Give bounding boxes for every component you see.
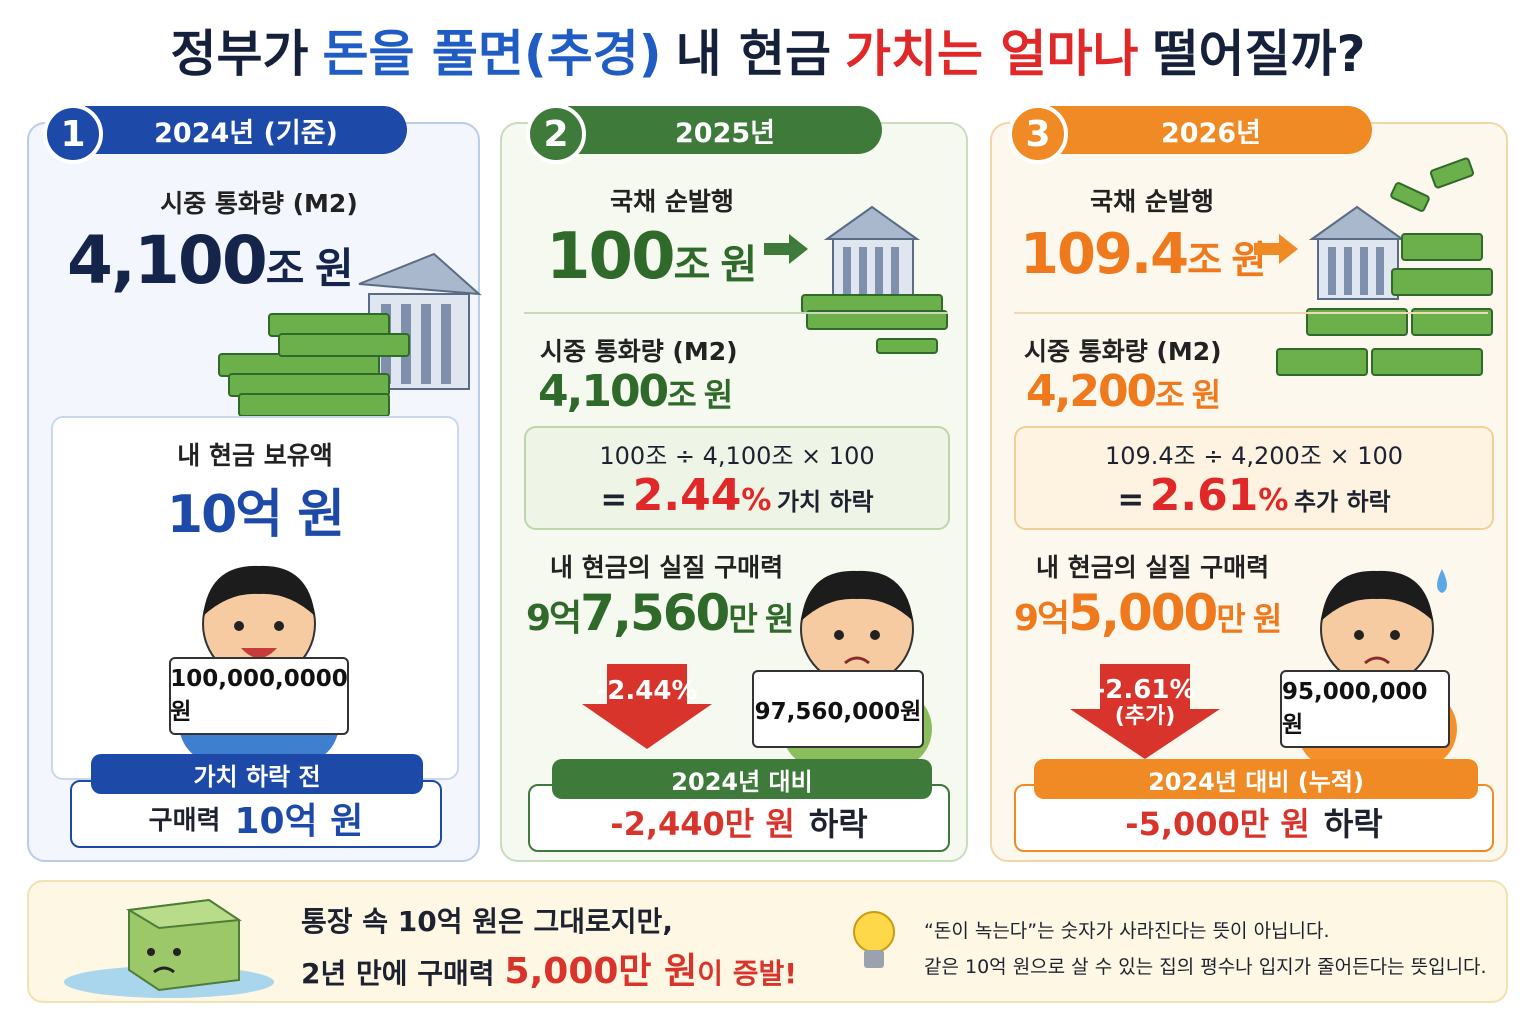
power-man: 7,560 bbox=[580, 584, 730, 642]
result-label: 구매력 bbox=[148, 805, 221, 836]
result-note: 하락 bbox=[808, 805, 868, 843]
footer-line1: 통장 속 10억 원은 그대로지만, bbox=[301, 905, 673, 938]
sign: 100,000,0000원 bbox=[169, 657, 349, 735]
m2-unit: 조 원 bbox=[265, 244, 354, 293]
formula-box bbox=[1014, 426, 1494, 530]
down-arrow bbox=[582, 664, 712, 749]
step-badge: 2 bbox=[526, 104, 586, 164]
tip-line1: “돈이 녹는다”는 숫자가 사라진다는 뜻이 아닙니다. bbox=[924, 920, 1330, 942]
rate: 2.61 bbox=[1149, 470, 1259, 521]
power-label: 내 현금의 실질 구매력 bbox=[1036, 553, 1270, 582]
footer-amount: 5,000만 원 bbox=[504, 951, 698, 992]
m2-label: 시중 통화량 (M2) bbox=[540, 337, 738, 366]
formula-box bbox=[524, 426, 950, 530]
issue-amount: 100조 원 bbox=[546, 220, 758, 294]
equals: = bbox=[1117, 480, 1145, 518]
power-amount: 9억5,000만 원 bbox=[1014, 584, 1282, 642]
banner: 2024년 대비 bbox=[552, 759, 932, 799]
bank-money-illustration bbox=[1276, 157, 1493, 376]
title-part: 정부가 bbox=[170, 25, 309, 83]
year-pill: 2025년 bbox=[568, 106, 882, 154]
tip-line2: 같은 10억 원으로 살 수 있는 집의 평수나 입지가 줄어든다는 뜻입니다. bbox=[924, 956, 1487, 978]
issue-value: 100 bbox=[546, 220, 676, 294]
power-label: 내 현금의 실질 구매력 bbox=[550, 553, 784, 582]
equals: = bbox=[600, 480, 628, 518]
rate: 2.44 bbox=[632, 470, 742, 521]
formula-result: = 2.61% 추가 하락 bbox=[1014, 470, 1494, 521]
sign: 97,560,000원 bbox=[752, 670, 924, 748]
step-badge: 1 bbox=[43, 104, 103, 164]
issue-unit: 조 원 bbox=[1187, 238, 1266, 282]
panel-2024: 1 2024년 (기준) 시중 통화량 (M2) 4,100조 원 내 현금 보… bbox=[27, 104, 482, 862]
result-note: 하락 bbox=[1323, 805, 1383, 843]
rate-note: 추가 하락 bbox=[1293, 488, 1391, 516]
year-pill: 2026년 bbox=[1050, 106, 1372, 154]
panel-2026: 3 2026년 국채 순발행 109.4조 원 시중 통화량 (M2) 4,20… bbox=[990, 104, 1508, 862]
m2-amount: 4,100조 원 bbox=[67, 222, 354, 299]
m2-value: 4,200 bbox=[1026, 366, 1157, 417]
title: 정부가 돈을 풀면(추경) 내 현금 가치는 얼마나 떨어질까? bbox=[0, 14, 1536, 86]
result-value: -5,000만 원 bbox=[1125, 805, 1310, 843]
power-amount: 9억7,560만 원 bbox=[526, 584, 794, 642]
arrow-right bbox=[764, 234, 808, 264]
issue-amount: 109.4조 원 bbox=[1020, 222, 1266, 287]
divider bbox=[1014, 312, 1488, 314]
issue-unit: 조 원 bbox=[673, 242, 758, 288]
m2-amount: 4,100조 원 bbox=[538, 366, 733, 417]
cash-value: 10억 원 bbox=[166, 485, 345, 545]
power-unit: 만 원 bbox=[1216, 600, 1282, 638]
banner: 2024년 대비 (누적) bbox=[1034, 759, 1478, 799]
arrow-label: -2.44% bbox=[596, 676, 698, 706]
m2-unit: 조 원 bbox=[667, 376, 733, 414]
sign: 95,000,000원 bbox=[1280, 670, 1450, 748]
rate-note: 가치 하락 bbox=[776, 488, 874, 516]
power-unit: 만 원 bbox=[728, 600, 794, 638]
rate-unit: % bbox=[1258, 483, 1289, 518]
panel-2025: 2 2025년 국채 순발행 100조 원 시중 통화량 (M2) 4,100조… bbox=[500, 104, 968, 862]
title-part: 떨어질까? bbox=[1152, 25, 1366, 83]
m2-value: 4,100 bbox=[67, 222, 268, 299]
result-value: 10억 원 bbox=[234, 801, 364, 842]
arrow-note: (추가) bbox=[1114, 703, 1176, 729]
formula: 109.4조 ÷ 4,200조 × 100 bbox=[1104, 442, 1404, 470]
formula-result: = 2.44% 가치 하락 bbox=[524, 470, 950, 521]
issue-label: 국채 순발행 bbox=[610, 187, 734, 216]
step-badge: 3 bbox=[1008, 104, 1068, 164]
m2-value: 4,100 bbox=[538, 366, 669, 417]
power-eok: 9억 bbox=[526, 598, 582, 639]
issue-value: 109.4 bbox=[1020, 222, 1189, 287]
arrow-value: -2.61% bbox=[1094, 675, 1196, 705]
formula: 100조 ÷ 4,100조 × 100 bbox=[599, 442, 875, 470]
divider bbox=[524, 312, 948, 314]
year-pill: 2024년 (기준) bbox=[85, 106, 407, 154]
lightbulb bbox=[853, 911, 895, 968]
title-part: 돈을 풀면(추경) bbox=[322, 25, 662, 83]
footer-prefix: 2년 만에 구매력 bbox=[301, 957, 495, 990]
issue-label: 국채 순발행 bbox=[1090, 187, 1214, 216]
m2-unit: 조 원 bbox=[1155, 376, 1221, 414]
bank-money-illustration bbox=[218, 252, 482, 417]
title-part: 가치는 얼마나 bbox=[845, 25, 1139, 83]
banner: 가치 하락 전 bbox=[91, 754, 423, 794]
title-part: 내 현금 bbox=[675, 25, 832, 83]
m2-amount: 4,200조 원 bbox=[1026, 366, 1221, 417]
cash-label: 내 현금 보유액 bbox=[177, 441, 333, 470]
power-eok: 9억 bbox=[1014, 598, 1070, 639]
down-arrow bbox=[1070, 664, 1220, 759]
arrow-label: -2.61% (추가) bbox=[1070, 676, 1220, 729]
m2-label: 시중 통화량 (M2) bbox=[1024, 337, 1222, 366]
result-value: -2,440만 원 bbox=[610, 805, 795, 843]
arrow-right bbox=[1254, 234, 1298, 264]
bank-money-illustration bbox=[801, 205, 948, 354]
rate-unit: % bbox=[741, 483, 772, 518]
footer-suffix: 이 증발! bbox=[697, 957, 798, 990]
melting-cube bbox=[64, 898, 274, 998]
m2-label: 시중 통화량 (M2) bbox=[160, 189, 358, 218]
power-man: 5,000 bbox=[1068, 584, 1218, 642]
